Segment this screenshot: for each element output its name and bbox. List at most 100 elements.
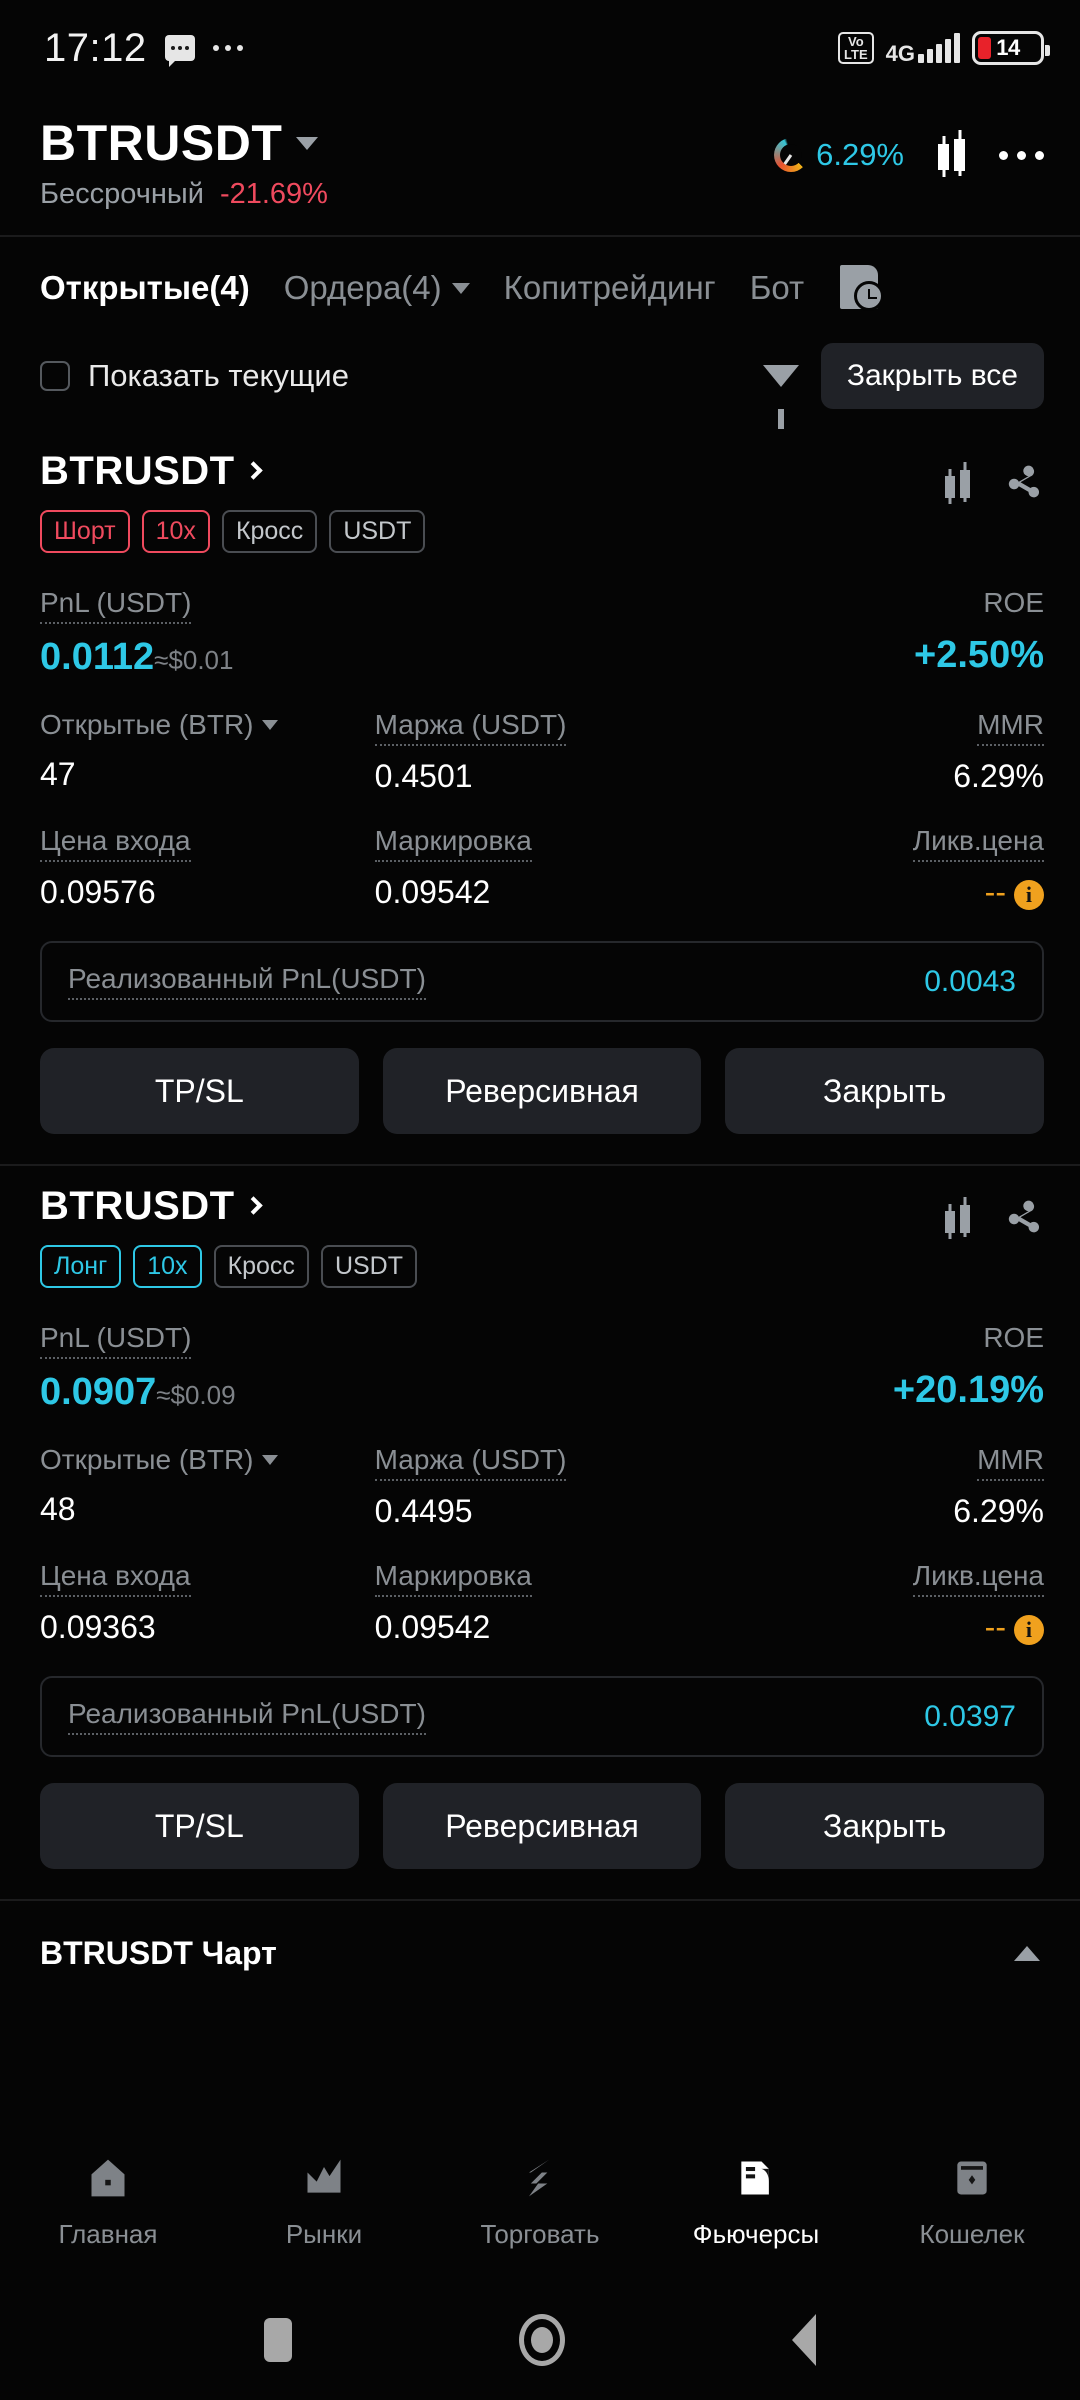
- nav-label: Главная: [58, 2218, 158, 2249]
- chevron-down-icon[interactable]: [261, 1455, 278, 1465]
- signal-bars-icon: [918, 33, 960, 63]
- position-card: BTRUSDT Лонг 10x Кросс USDT PnL (USDT: [0, 1166, 1080, 1899]
- status-badge-leverage[interactable]: 10x: [133, 1245, 202, 1288]
- tpsl-button[interactable]: TP/SL: [40, 1783, 359, 1869]
- tab-open-positions[interactable]: Открытые(4): [40, 269, 250, 307]
- pnl-approx: ≈$0.09: [156, 1380, 236, 1410]
- close-position-button[interactable]: Закрыть: [725, 1783, 1045, 1869]
- margin-label: Маржа (USDT): [374, 709, 567, 746]
- liq-price-value: -- i: [709, 874, 1044, 911]
- share-icon[interactable]: [1002, 463, 1044, 505]
- position-symbol: BTRUSDT: [40, 1184, 235, 1228]
- pair-header-left[interactable]: BTRUSDT Бессрочный -21.69%: [40, 114, 328, 211]
- roe-value: +2.50%: [914, 634, 1044, 676]
- position-card-header: BTRUSDT Лонг 10x Кросс USDT: [40, 1184, 1044, 1288]
- pnl-value: 0.0907≈$0.09: [40, 1371, 236, 1414]
- pnl-block: PnL (USDT) 0.0112≈$0.01: [40, 587, 233, 679]
- chevron-down-icon[interactable]: [261, 720, 278, 730]
- close-position-button[interactable]: Закрыть: [725, 1048, 1045, 1134]
- metric-mark-price: Маркировка 0.09542: [374, 825, 710, 911]
- card-separator: [0, 1164, 1080, 1166]
- battery-icon: 14: [972, 31, 1050, 65]
- nav-item-home[interactable]: Главная: [0, 2153, 216, 2250]
- mark-price-label: Маркировка: [374, 1560, 532, 1597]
- nav-item-futures[interactable]: Фьючерсы: [648, 2153, 864, 2250]
- status-badge-margin-mode[interactable]: Кросс: [213, 1245, 309, 1288]
- position-symbol-link[interactable]: BTRUSDT: [40, 1184, 417, 1229]
- pnl-value: 0.0112≈$0.01: [40, 636, 233, 679]
- tab-label: Бот: [749, 269, 805, 306]
- show-current-toggle[interactable]: Показать текущие: [40, 358, 349, 394]
- realized-pnl-label: Реализованный PnL(USDT): [68, 963, 426, 1000]
- liq-price-amount: --: [984, 874, 1006, 910]
- chevron-down-icon[interactable]: [451, 282, 470, 294]
- size-label[interactable]: Открытые (BTR): [40, 709, 278, 744]
- candlestick-icon[interactable]: [938, 132, 965, 178]
- reverse-button[interactable]: Реверсивная: [382, 1783, 702, 1869]
- gauge-value-label: 6.29%: [816, 137, 904, 172]
- status-badge-margin-mode[interactable]: Кросс: [221, 510, 318, 553]
- status-badge-leverage[interactable]: 10x: [141, 510, 210, 553]
- nav-item-markets[interactable]: Рынки: [216, 2153, 432, 2250]
- info-icon[interactable]: i: [1013, 1614, 1044, 1645]
- roe-block: ROE +20.19%: [893, 1322, 1044, 1412]
- position-metrics-grid: Открытые (BTR) 47 Маржа (USDT) 0.4501 MM…: [40, 709, 1044, 911]
- status-bar-right: Vo LTE 4G 14: [838, 31, 1050, 65]
- metric-mmr: MMR 6.29%: [709, 1444, 1044, 1530]
- back-triangle-icon[interactable]: [792, 2314, 817, 2366]
- position-action-buttons: TP/SL Реверсивная Закрыть: [40, 1783, 1045, 1869]
- chevron-right-icon: [243, 460, 263, 480]
- pair-selector[interactable]: BTRUSDT: [40, 114, 328, 172]
- roe-value: +20.19%: [892, 1369, 1044, 1411]
- liq-price-amount: --: [984, 1609, 1006, 1645]
- chevron-down-icon[interactable]: [296, 136, 319, 150]
- roe-label: ROE: [983, 1322, 1044, 1353]
- realized-pnl-row: Реализованный PnL(USDT) 0.0043: [40, 941, 1044, 1022]
- tab-copytrading[interactable]: Копитрейдинг: [504, 269, 716, 307]
- candlestick-icon[interactable]: [945, 1198, 970, 1240]
- tpsl-button[interactable]: TP/SL: [40, 1048, 359, 1134]
- pnl-amount: 0.0907: [40, 1371, 157, 1413]
- price-change-percent: -21.69%: [219, 178, 328, 210]
- more-dots-icon: [212, 45, 243, 51]
- chat-bubble-icon: [164, 35, 195, 67]
- pnl-label: PnL (USDT): [40, 587, 192, 624]
- home-icon: [83, 2153, 133, 2203]
- share-icon[interactable]: [1002, 1198, 1044, 1240]
- tab-bot[interactable]: Бот: [750, 269, 804, 307]
- close-all-button[interactable]: Закрыть все: [820, 343, 1044, 409]
- entry-price-label: Цена входа: [40, 1560, 191, 1597]
- chart-section-divider: [0, 1899, 1080, 1901]
- chevron-up-icon[interactable]: [1014, 1946, 1040, 1961]
- home-circle-icon[interactable]: [518, 2314, 565, 2366]
- filter-bar: Показать текущие Закрыть все: [0, 337, 1080, 431]
- metric-entry-price: Цена входа 0.09363: [40, 1560, 375, 1646]
- tab-orders[interactable]: Ордера(4): [284, 269, 470, 307]
- status-time: 17:12: [44, 25, 147, 70]
- risk-gauge[interactable]: 6.29%: [774, 137, 904, 173]
- chart-section-header[interactable]: BTRUSDT Чарт: [0, 1901, 1080, 2002]
- position-symbol-link[interactable]: BTRUSDT: [40, 449, 425, 494]
- metric-entry-price: Цена входа 0.09576: [40, 825, 375, 911]
- more-dots-icon[interactable]: [999, 150, 1044, 160]
- position-badges: Лонг 10x Кросс USDT: [40, 1245, 417, 1288]
- status-badge-settle: USDT: [320, 1245, 417, 1288]
- candlestick-icon[interactable]: [945, 463, 970, 505]
- recents-square-icon[interactable]: [263, 2318, 292, 2362]
- status-badge-side: Лонг: [40, 1245, 122, 1288]
- info-icon[interactable]: i: [1013, 879, 1044, 910]
- filter-funnel-icon[interactable]: [762, 365, 799, 429]
- nav-item-wallet[interactable]: Кошелек: [864, 2153, 1080, 2250]
- pnl-approx: ≈$0.01: [154, 645, 234, 675]
- entry-price-value: 0.09576: [40, 874, 156, 910]
- show-current-checkbox[interactable]: [40, 361, 70, 391]
- mmr-label: MMR: [977, 709, 1044, 746]
- nav-item-trade[interactable]: Торговать: [432, 2153, 648, 2250]
- page-title: BTRUSDT: [40, 115, 283, 171]
- order-history-icon[interactable]: [840, 265, 885, 311]
- reverse-button[interactable]: Реверсивная: [382, 1048, 702, 1134]
- contract-type-label: Бессрочный: [40, 178, 204, 210]
- tab-label: Ордера(4): [283, 269, 442, 306]
- size-label[interactable]: Открытые (BTR): [40, 1444, 278, 1479]
- entry-price-value: 0.09363: [40, 1609, 156, 1645]
